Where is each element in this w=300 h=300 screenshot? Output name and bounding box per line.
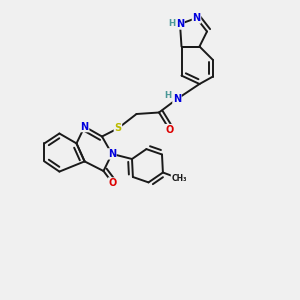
Text: H: H xyxy=(168,19,175,28)
Text: N: N xyxy=(173,94,181,104)
Text: N: N xyxy=(80,122,89,132)
Text: H: H xyxy=(164,92,172,100)
Text: O: O xyxy=(165,124,174,135)
Text: N: N xyxy=(108,149,116,159)
Text: N: N xyxy=(192,13,201,23)
Text: N: N xyxy=(176,19,184,29)
Text: CH₃: CH₃ xyxy=(171,174,187,183)
Text: S: S xyxy=(114,123,122,134)
Text: O: O xyxy=(108,178,117,188)
